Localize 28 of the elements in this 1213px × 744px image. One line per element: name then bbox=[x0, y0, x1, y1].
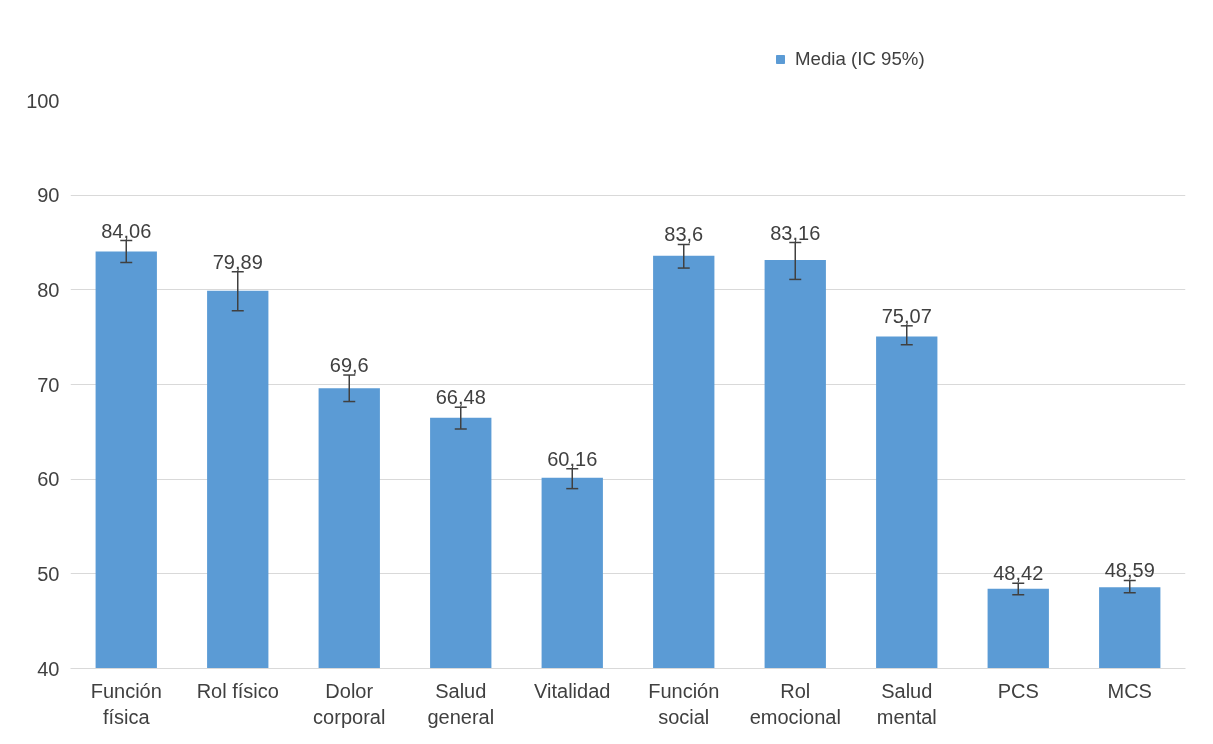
text: 60,16 bbox=[547, 447, 598, 470]
x-tick-label: Salud mental bbox=[876, 679, 937, 728]
x-tick-label: PCS bbox=[997, 679, 1039, 702]
text: 48,42 bbox=[993, 562, 1044, 585]
x-tick-label: Salud general bbox=[427, 679, 495, 728]
text: 66,48 bbox=[435, 386, 486, 409]
legend-label: Media (IC 95%) bbox=[795, 48, 925, 70]
text: 48,59 bbox=[1104, 559, 1155, 582]
x-tick-label: MCS bbox=[1107, 679, 1152, 702]
x-tick-label: Rol físico bbox=[196, 679, 279, 702]
x-tick-label: Rol emocional bbox=[749, 679, 841, 728]
text: 83,16 bbox=[770, 221, 821, 244]
y-tick-label: 100 bbox=[26, 89, 60, 112]
x-tick-label: Función social bbox=[648, 679, 720, 728]
x-tick-label: Dolor corporal bbox=[313, 679, 386, 728]
y-tick-label: 90 bbox=[37, 184, 60, 207]
x-tick-label: Función física bbox=[90, 679, 162, 728]
x-tick-label: Vitalidad bbox=[534, 679, 611, 702]
y-tick-label: 40 bbox=[37, 657, 60, 680]
text: 75,07 bbox=[881, 304, 932, 327]
text: 83,6 bbox=[664, 223, 704, 246]
y-tick-label: 50 bbox=[37, 562, 60, 585]
text: 69,6 bbox=[329, 354, 369, 377]
text: 84,06 bbox=[101, 219, 152, 242]
y-tick-label: 70 bbox=[37, 373, 60, 396]
text: 79,89 bbox=[212, 250, 263, 273]
y-tick-label: 60 bbox=[37, 468, 60, 491]
y-tick-label: 80 bbox=[37, 278, 60, 301]
